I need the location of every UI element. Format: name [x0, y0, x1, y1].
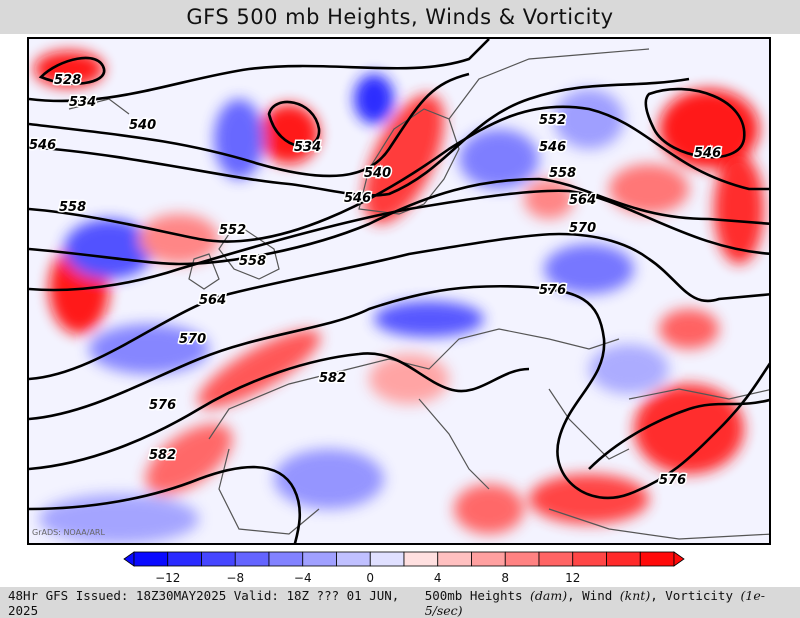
colorbar-cell	[606, 551, 641, 567]
contour-label: 564	[199, 293, 226, 308]
colorbar-cell	[437, 551, 472, 567]
vort-text: , Vorticity	[650, 587, 741, 603]
colorbar-cell	[302, 551, 337, 567]
contour-label: 558	[549, 166, 576, 181]
colorbar-cell	[369, 551, 405, 567]
colorbar-tick-label: −12	[155, 571, 180, 585]
colorbar-cell	[403, 551, 439, 567]
colorbar-tick-labels: −12 −8 −4 0 4 8 12	[155, 571, 580, 585]
contour-label: 570	[179, 332, 206, 347]
colorbar-tick-label: 4	[434, 571, 442, 585]
colorbar-cell	[572, 551, 607, 567]
coastlines	[68, 48, 769, 540]
contour-label: 534	[69, 95, 96, 110]
contour-label: 576	[659, 473, 686, 488]
heights-unit: (dam)	[530, 587, 568, 603]
contour-label: 558	[239, 254, 266, 269]
height-contours	[29, 39, 769, 543]
colorbar-cell	[504, 551, 540, 567]
vorticity-shading	[34, 51, 764, 543]
colorbar-left-arrow	[123, 551, 135, 567]
contour-label: 564	[569, 193, 596, 208]
contour-label: 546	[29, 138, 56, 153]
contour-label: 558	[59, 200, 86, 215]
colorbar-cell	[234, 551, 270, 567]
contour-label: 546	[539, 140, 566, 155]
contour-label: 552	[539, 113, 566, 128]
vort-unit: (1e-5/sec)	[424, 587, 765, 618]
colorbar-cell	[639, 551, 675, 567]
colorbar-cell	[538, 551, 574, 567]
colorbar-cell	[201, 551, 236, 567]
contour-label: 528	[54, 73, 81, 88]
wind-text: , Wind	[567, 587, 620, 603]
contour-label: 552	[219, 223, 246, 238]
fields-legend: 500mb Heights (dam), Wind (knt), Vortici…	[425, 588, 792, 618]
colorbar-cell	[336, 551, 371, 567]
contour-label: 576	[539, 283, 566, 298]
issued-valid-text: 48Hr GFS Issued: 18Z30MAY2025 Valid: 18Z…	[8, 587, 400, 618]
vorticity-map: 528 534 534 540 540 546 546 546 546 552 552 558 558 5…	[29, 39, 769, 543]
vorticity-colorbar: −12 −8 −4 0 4 8 12	[123, 551, 685, 585]
colorbar-cells	[123, 551, 685, 567]
contour-labels: 528 534 534 540 540 546 546 546 546 552 552 558 558 5…	[29, 72, 723, 490]
fields-prefix: 500mb Heights	[424, 587, 531, 603]
contour-label: 540	[129, 118, 156, 133]
contour-label: 540	[364, 166, 391, 181]
colorbar-tick-label: 8	[501, 571, 509, 585]
colorbar-right-arrow	[673, 551, 685, 567]
footer-bar: 48Hr GFS Issued: 18Z30MAY2025 Valid: 18Z…	[0, 587, 800, 618]
colorbar-tick-label: 12	[565, 571, 580, 585]
contour-label: 546	[694, 146, 721, 161]
colorbar-tick-label: −4	[294, 571, 312, 585]
colorbar-cell	[133, 551, 169, 567]
map-panel: 528 534 534 540 540 546 546 546 546 552 552 558 558 5…	[27, 37, 771, 545]
colorbar-cell	[268, 551, 304, 567]
map-title: GFS 500 mb Heights, Winds & Vorticity	[186, 5, 614, 29]
contour-label: 534	[294, 140, 321, 155]
colorbar-cell	[167, 551, 202, 567]
colorbar-cell	[471, 551, 506, 567]
contour-label: 576	[149, 398, 176, 413]
grads-credit: GrADS: NOAA/ARL	[32, 528, 105, 537]
contour-label: 570	[569, 221, 596, 236]
colorbar-tick-label: −8	[226, 571, 244, 585]
contour-label: 546	[344, 191, 371, 206]
contour-label: 582	[319, 371, 346, 386]
contour-label: 582	[149, 448, 176, 463]
title-bar: GFS 500 mb Heights, Winds & Vorticity	[0, 0, 800, 34]
colorbar-tick-label: 0	[366, 571, 374, 585]
wind-unit: (knt)	[619, 587, 651, 603]
